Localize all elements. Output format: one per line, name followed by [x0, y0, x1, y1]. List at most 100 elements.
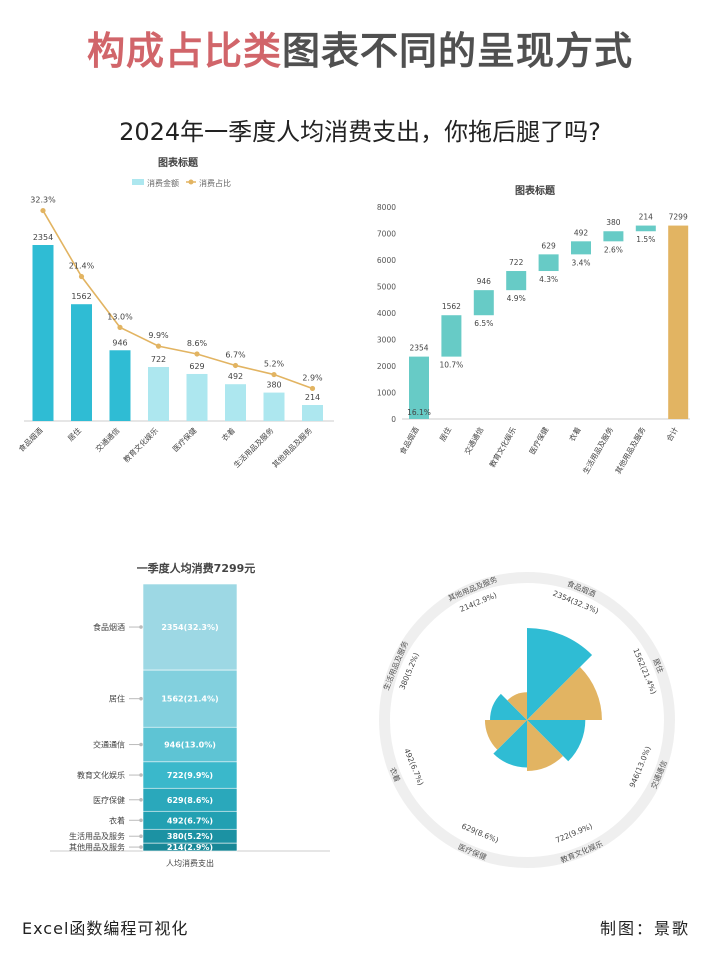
chart2-y-tick: 2000 [377, 362, 396, 371]
chart1-bar [186, 373, 208, 421]
chart2-pct-label: 6.5% [474, 319, 493, 328]
chart3-category-label: 其他用品及服务 [69, 842, 125, 852]
chart4-category-label: 医疗保健 [457, 841, 489, 862]
chart1-share-label: 9.9% [148, 331, 169, 340]
chart2-title: 图表标题 [515, 184, 556, 197]
chart2-category-label: 居住 [437, 425, 453, 443]
chart4-sector [493, 720, 527, 768]
chart3-leader-dot [139, 834, 143, 839]
chart3-category-label: 医疗保健 [93, 795, 125, 805]
chart2-bar [668, 225, 689, 419]
chart3-segment [142, 726, 238, 763]
chart2-value-label: 214 [639, 213, 654, 222]
chart2-value-label: 946 [477, 277, 492, 286]
chart1-category-label: 生活用品及服务 [231, 425, 276, 470]
chart3-x-label: 人均消费支出 [166, 858, 214, 868]
chart2-pct-label: 16.1% [407, 408, 431, 417]
chart4-sector [527, 628, 593, 720]
chart4-value-label: 629(8.6%) [460, 822, 500, 845]
chart2-y-tick: 4000 [377, 309, 396, 318]
chart2-value-label: 1562 [442, 302, 461, 311]
chart3-segment-label: 380(5.2%) [167, 832, 213, 841]
chart1-legend-bar-label: 消费金额 [147, 178, 179, 188]
chart1-share-point [117, 324, 123, 330]
main-title-rest: 图表不同的呈现方式 [282, 29, 634, 73]
chart2-bar [603, 231, 624, 242]
chart1-share-point [40, 207, 46, 214]
chart1-category-label: 教育文化娱乐 [121, 425, 160, 464]
chart1-bar-label: 492 [228, 372, 243, 381]
chart1-bar [225, 384, 246, 421]
chart1-bar [109, 350, 131, 421]
waterfall-chart: 图表标题 0 1000 2000 3000 4000 5000 6000 7000 8000 235… [377, 184, 690, 476]
chart1-share-point [194, 351, 200, 357]
chart2-category-label: 食品烟酒 [397, 425, 421, 456]
chart3-category-label: 交通通信 [93, 740, 125, 750]
chart3-segment [142, 669, 238, 728]
chart2-pct-label: 4.9% [507, 294, 526, 303]
chart1-share-label: 5.2% [264, 360, 285, 369]
chart2-category-label: 其他用品及服务 [613, 425, 648, 476]
chart2-y-tick: 0 [391, 415, 396, 424]
chart1-bar [263, 392, 285, 421]
chart4-sector [484, 720, 527, 750]
chart3-segment [142, 761, 238, 789]
chart3-segment-label: 722(9.9%) [167, 771, 213, 780]
chart1-bar-label: 946 [112, 338, 127, 347]
chart1-legend-line-dot [188, 179, 194, 185]
chart2-bar [441, 315, 462, 357]
chart2-value-label: 7299 [669, 213, 688, 222]
main-title-highlight: 构成占比类 [86, 29, 282, 73]
chart2-bar [538, 254, 559, 272]
chart3-category-label: 居住 [109, 694, 125, 704]
chart4-sector [507, 692, 527, 720]
chart3-category-label: 教育文化娱乐 [77, 770, 125, 780]
chart4-category-label: 交通通信 [648, 758, 669, 790]
chart2-bar [473, 290, 494, 316]
chart2-pct-label: 10.7% [439, 361, 463, 370]
chart2-category-label: 交通通信 [462, 425, 486, 456]
chart1-share-point [155, 343, 162, 349]
chart4-outer-ring [379, 572, 675, 868]
chart2-bar [635, 225, 656, 232]
chart2-category-label: 生活用品及服务 [580, 425, 615, 476]
chart3-segment-label: 2354(32.3%) [161, 623, 218, 632]
chart1-legend-line-label: 消费占比 [199, 178, 231, 188]
chart1-share-label: 21.4% [69, 262, 95, 271]
chart2-bar [409, 356, 429, 419]
chart1-bar-label: 629 [189, 362, 204, 371]
footer-right: 制图：景歌 [599, 919, 690, 938]
chart3-segment-label: 492(6.7%) [167, 816, 213, 825]
chart3-segment-label: 946(13.0%) [164, 741, 216, 750]
chart4-sector [527, 720, 586, 762]
chart1-bar-label: 214 [305, 393, 320, 402]
chart1-share-label: 6.7% [225, 350, 246, 359]
chart2-category-label: 教育文化娱乐 [487, 425, 518, 469]
chart1-share-line [42, 210, 313, 390]
chart4-sector [490, 693, 527, 720]
chart1-category-label: 衣着 [219, 425, 237, 443]
chart3-category-label: 食品烟酒 [93, 622, 125, 632]
chart3-leader-dot [139, 797, 143, 802]
chart1-category-label: 居住 [65, 425, 83, 443]
chart1-share-label: 8.6% [187, 339, 208, 348]
chart2-value-label: 722 [509, 258, 524, 267]
chart4-sector [527, 720, 564, 771]
chart2-pct-label: 3.4% [571, 258, 590, 267]
chart2-category-label: 合计 [664, 425, 680, 443]
chart3-segment-label: 1562(21.4%) [161, 695, 218, 704]
chart1-bar-label: 2354 [33, 233, 53, 242]
chart3-segment-label: 629(8.6%) [167, 796, 213, 805]
chart3-segment [142, 583, 238, 671]
main-title: 构成占比类图表不同的呈现方式 [0, 20, 720, 75]
chart2-pct-label: 1.5% [636, 235, 655, 244]
chart1-bar [148, 367, 169, 421]
chart2-value-label: 492 [574, 228, 589, 237]
chart1-share-point [78, 273, 85, 280]
chart2-value-label: 380 [606, 218, 621, 227]
chart3-segment-label: 214(2.9%) [167, 843, 213, 852]
chart2-category-label: 医疗保健 [527, 425, 551, 456]
chart2-category-label: 衣着 [567, 425, 583, 443]
chart3-category-label: 生活用品及服务 [69, 831, 125, 841]
